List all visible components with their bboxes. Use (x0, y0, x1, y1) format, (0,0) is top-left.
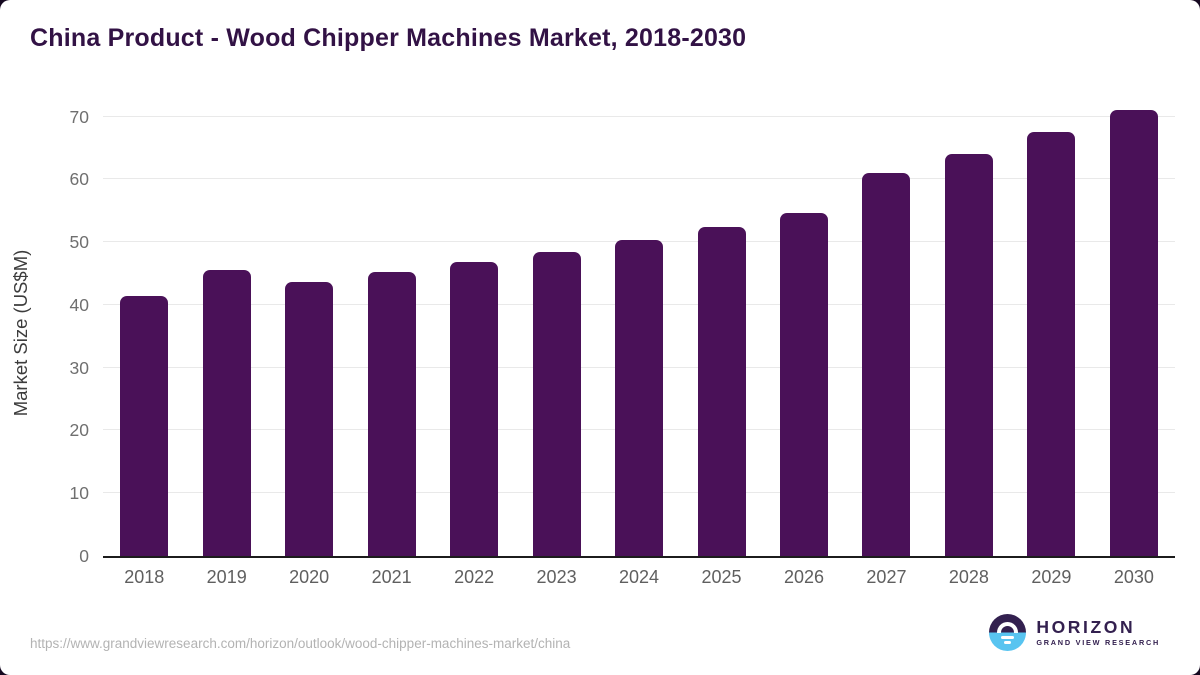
bar-2019[interactable] (202, 269, 251, 556)
bar-2027[interactable] (862, 173, 911, 556)
bar-slot-2024 (598, 103, 680, 556)
bar-2023[interactable] (532, 252, 581, 556)
bar-slot-2022 (433, 103, 515, 556)
bar-2025[interactable] (697, 227, 746, 556)
x-tick-label-2018: 2018 (124, 567, 165, 587)
y-tick-label-10: 10 (69, 483, 89, 504)
sun-arch-icon (997, 622, 1019, 633)
x-tick-label-2030: 2030 (1113, 567, 1154, 587)
bar-2029[interactable] (1027, 132, 1076, 556)
x-tick-label-2023: 2023 (536, 567, 577, 587)
y-axis-title: Market Size (US$M) (10, 249, 31, 417)
x-tick-label-2029: 2029 (1031, 567, 1072, 587)
bar-2018[interactable] (120, 296, 169, 556)
y-tick-label-20: 20 (69, 420, 89, 441)
bar-slot-2028 (928, 103, 1010, 556)
logo-name: HORIZON (1036, 616, 1136, 637)
y-tick-label-70: 70 (69, 106, 89, 127)
bar-slot-2026 (763, 103, 845, 556)
bar-2024[interactable] (615, 240, 664, 556)
bar-slot-2027 (845, 103, 927, 556)
y-tick-label-0: 0 (79, 546, 89, 566)
x-tick-label-2021: 2021 (371, 567, 412, 587)
gridline-70 (103, 115, 1175, 117)
y-tick-label-30: 30 (69, 357, 89, 378)
x-tick-label-2024: 2024 (619, 567, 660, 587)
bar-slot-2023 (515, 103, 597, 556)
horizon-logo: HORIZON GRAND VIEW RESEARCH (989, 614, 1160, 651)
y-tick-label-50: 50 (69, 232, 89, 253)
reflection-line-icon (1004, 641, 1012, 644)
horizon-logo-icon (989, 614, 1027, 651)
x-tick-label-2025: 2025 (701, 567, 742, 587)
bar-slot-2029 (1010, 103, 1092, 556)
bar-slot-2020 (268, 103, 350, 556)
gridline-60 (103, 178, 1175, 180)
x-tick-label-2020: 2020 (289, 567, 330, 587)
bar-2026[interactable] (779, 212, 828, 556)
logo-subtitle: GRAND VIEW RESEARCH (1036, 638, 1160, 648)
bar-2020[interactable] (285, 281, 334, 556)
horizon-logo-text: HORIZON GRAND VIEW RESEARCH (1036, 616, 1160, 648)
x-tick-label-2026: 2026 (783, 567, 824, 587)
bar-2021[interactable] (367, 272, 416, 556)
x-axis-tick-labels: 2018 2019 2020 2021 2022 2023 2024 2025 2026 2027… (103, 567, 1175, 588)
reflection-line-icon (1001, 635, 1015, 639)
x-tick-label-2027: 2027 (866, 567, 907, 587)
x-tick-label-2022: 2022 (454, 567, 495, 587)
bar-slot-2018 (103, 103, 185, 556)
chart-title: China Product - Wood Chipper Machines Ma… (30, 24, 747, 52)
plot-area: 0 10 20 30 40 50 60 70 (70, 103, 1175, 565)
bar-slot-2021 (350, 103, 432, 556)
bar-2030[interactable] (1109, 109, 1158, 556)
bar-2022[interactable] (450, 261, 499, 556)
bar-slot-2025 (680, 103, 762, 556)
bar-slot-2019 (185, 103, 267, 556)
x-tick-label-2028: 2028 (948, 567, 989, 587)
y-tick-label-40: 40 (69, 294, 89, 315)
x-tick-label-2019: 2019 (206, 567, 247, 587)
bars-layer (103, 103, 1175, 556)
source-url: https://www.grandviewresearch.com/horizo… (30, 636, 571, 651)
y-tick-label-60: 60 (69, 169, 89, 190)
bar-2028[interactable] (944, 153, 993, 556)
bar-slot-2030 (1093, 103, 1175, 556)
